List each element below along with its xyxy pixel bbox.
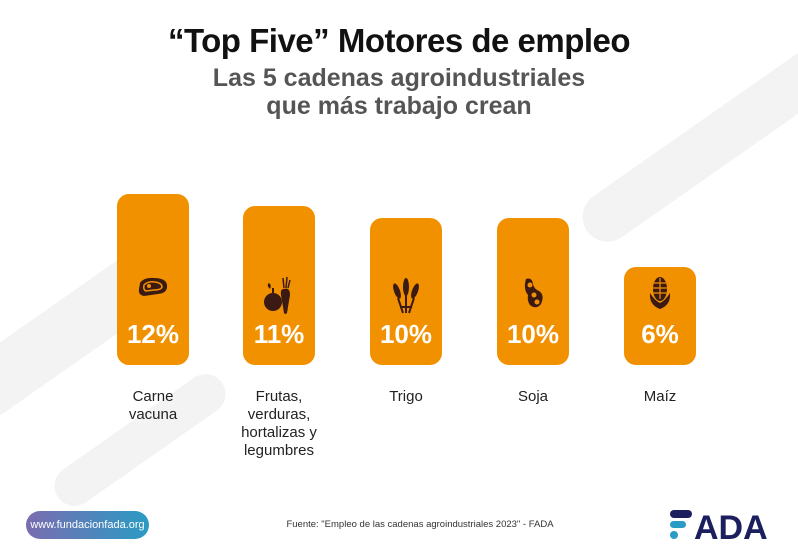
soy-icon	[497, 275, 569, 316]
data-label: 11%	[253, 319, 305, 349]
website-link[interactable]: www.fundacionfada.org	[26, 511, 149, 539]
category-label: Carne vacuna	[128, 388, 178, 423]
category-label: Soja	[517, 388, 549, 405]
category-label: Maíz	[643, 388, 677, 405]
data-label: 10%	[506, 319, 560, 349]
chart-subtitle: Las 5 cadenas agroindustriales que más t…	[212, 64, 586, 120]
fada-logo: ADA	[670, 509, 768, 542]
corn-icon	[624, 275, 696, 316]
data-label: 6%	[641, 319, 679, 349]
chart-title: “Top Five” Motores de empleo	[167, 22, 631, 59]
source-note: Fuente: "Empleo de las cadenas agroindus…	[286, 519, 554, 530]
background-decoration	[572, 38, 798, 252]
bar-1	[117, 193, 189, 365]
data-label: 12%	[126, 319, 180, 349]
category-label: Trigo	[389, 388, 423, 405]
bar-3	[370, 218, 442, 365]
bar-2	[243, 205, 315, 365]
fruit-vegetable-icon	[243, 275, 315, 320]
steak-icon	[117, 275, 189, 304]
bar-5	[624, 266, 696, 365]
svg-text:ADA: ADA	[694, 509, 768, 542]
category-label: Frutas, verduras, hortalizas y legumbres	[241, 388, 317, 459]
data-label: 10%	[379, 319, 433, 349]
wheat-icon	[370, 275, 442, 320]
bar-4	[497, 218, 569, 365]
